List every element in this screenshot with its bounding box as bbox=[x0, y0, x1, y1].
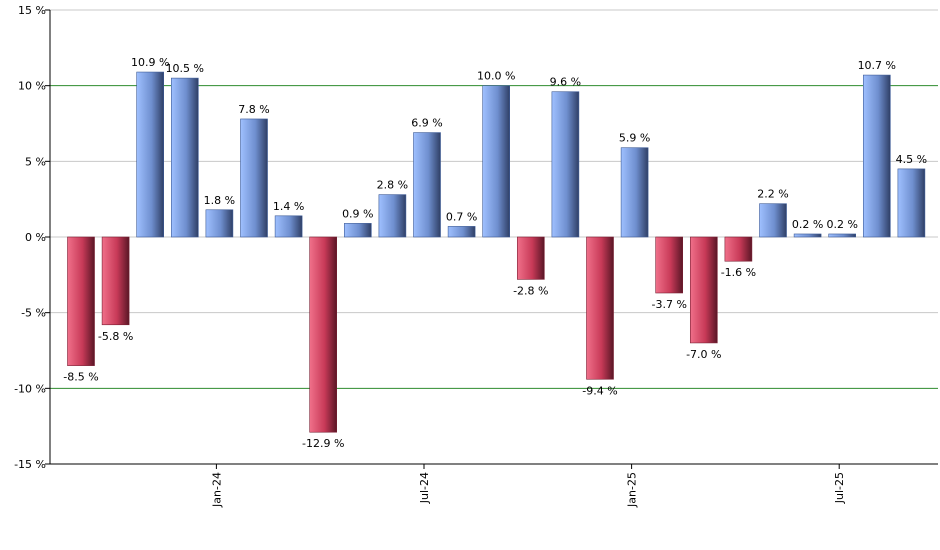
bar bbox=[482, 85, 511, 238]
bar bbox=[205, 209, 234, 238]
y-tick-label: 0 % bbox=[25, 231, 46, 244]
bars bbox=[67, 71, 926, 433]
data-label: -2.8 % bbox=[513, 284, 548, 297]
data-label: 1.8 % bbox=[204, 194, 235, 207]
bar bbox=[586, 236, 614, 380]
bar bbox=[101, 236, 130, 326]
bar bbox=[309, 236, 338, 433]
y-axis-ticks: 15 % 10 % 5 % 0 % -5 % -10 % -15 % bbox=[14, 4, 50, 471]
data-label: -9.4 % bbox=[582, 384, 617, 397]
data-label: -1.6 % bbox=[721, 266, 756, 279]
data-label: 0.2 % bbox=[792, 218, 823, 231]
data-labels: -8.5 % -5.8 % 10.9 %10.5 % 1.8 % 7.8 % 1.4 % -… bbox=[63, 56, 927, 450]
x-tick-label: Jan-25 bbox=[626, 472, 639, 508]
data-label: 0.9 % bbox=[342, 207, 373, 220]
x-tick-label: Jan-24 bbox=[210, 472, 223, 508]
bar bbox=[378, 194, 407, 238]
bar bbox=[759, 203, 787, 238]
data-label: -8.5 % bbox=[63, 371, 98, 384]
axes bbox=[49, 10, 938, 465]
data-label: -12.9 % bbox=[302, 437, 344, 450]
y-tick-label: -15 % bbox=[14, 458, 46, 471]
data-label: 0.2 % bbox=[826, 218, 857, 231]
data-label: 6.9 % bbox=[411, 117, 442, 130]
bar bbox=[689, 236, 718, 344]
data-label: 10.0 % bbox=[477, 70, 515, 83]
bar bbox=[171, 77, 199, 238]
data-label: -7.0 % bbox=[686, 348, 721, 361]
y-tick-label: 5 % bbox=[25, 155, 46, 168]
bar bbox=[551, 91, 580, 238]
y-tick-label: 10 % bbox=[18, 80, 46, 93]
bar bbox=[897, 168, 926, 238]
data-label: 4.5 % bbox=[896, 153, 927, 166]
bar bbox=[828, 233, 857, 238]
bar bbox=[274, 215, 303, 238]
bar bbox=[862, 74, 891, 238]
data-label: 2.8 % bbox=[377, 179, 408, 192]
bar bbox=[136, 71, 164, 238]
x-axis-ticks: Jan-24 Jul-24 Jan-25 Jul-25 bbox=[210, 464, 846, 508]
data-label: 1.4 % bbox=[273, 200, 304, 213]
data-label: 10.5 % bbox=[166, 62, 204, 75]
bar bbox=[240, 118, 268, 238]
bar bbox=[724, 236, 753, 262]
bar bbox=[793, 233, 822, 238]
y-tick-label: -5 % bbox=[21, 307, 46, 320]
data-label: -5.8 % bbox=[98, 330, 133, 343]
data-label: 2.2 % bbox=[757, 188, 788, 201]
bar bbox=[413, 132, 441, 238]
data-label: -3.7 % bbox=[651, 298, 686, 311]
y-tick-label: 15 % bbox=[18, 4, 46, 17]
bar bbox=[620, 147, 649, 238]
data-label: 9.6 % bbox=[550, 76, 581, 89]
bar bbox=[343, 223, 372, 238]
bar bbox=[655, 236, 684, 294]
y-tick-label: -10 % bbox=[14, 382, 46, 395]
x-tick-label: Jul-24 bbox=[418, 472, 431, 504]
bar bbox=[447, 226, 476, 238]
bar bbox=[516, 236, 545, 280]
data-label: 7.8 % bbox=[238, 103, 269, 116]
x-tick-label: Jul-25 bbox=[833, 472, 846, 504]
data-label: 5.9 % bbox=[619, 132, 650, 145]
data-label: 10.9 % bbox=[131, 56, 169, 69]
bar bbox=[67, 236, 95, 366]
data-label: 10.7 % bbox=[858, 59, 896, 72]
data-label: 0.7 % bbox=[446, 210, 477, 223]
